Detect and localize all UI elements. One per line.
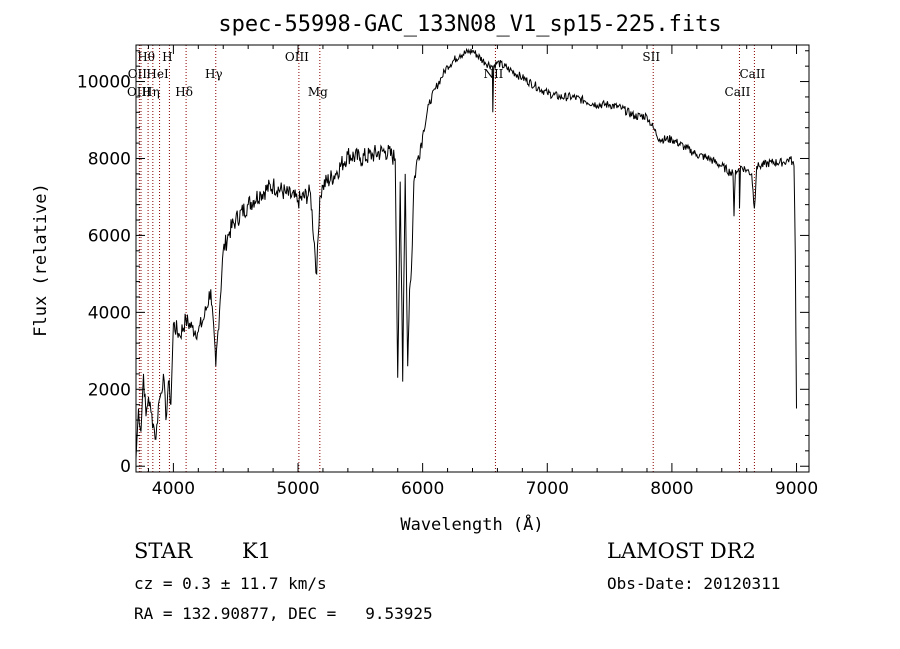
x-tick-label-1: 5000 (276, 479, 319, 499)
axis-ticks: 4000 5000 6000 7000 8000 9000 0 2000 4000 6000 800… (77, 45, 818, 499)
x-tick-label-5: 9000 (775, 479, 818, 499)
line-label-11: SII (642, 50, 660, 64)
plot-frame (135, 44, 810, 473)
y-axis-label: Flux (relative) (31, 183, 51, 337)
y-tick-label-2: 4000 (88, 303, 131, 323)
line-label-4: HeI (146, 67, 169, 81)
x-tick-label-3: 7000 (526, 479, 569, 499)
line-label-12: CaII (725, 85, 751, 99)
line-label-13: CaII (739, 67, 765, 81)
line-label-8: OIII (285, 50, 309, 64)
x-tick-label-0: 4000 (152, 479, 195, 499)
y-tick-label-3: 6000 (88, 226, 131, 246)
line-label-6: Hγ (205, 67, 223, 81)
line-label-9: Mg (308, 85, 328, 99)
object-class: STAR (134, 539, 193, 563)
chart-title: spec-55998-GAC_133N08_V1_sp15-225.fits (218, 12, 721, 37)
x-axis-label: Wavelength (Å) (400, 513, 543, 535)
spectrum-series (135, 47, 797, 459)
object-subclass: K1 (242, 539, 272, 563)
line-label-7: Hδ (175, 85, 193, 99)
y-tick-label-0: 0 (120, 457, 131, 477)
line-label-1: OII (128, 67, 148, 81)
line-label-0: Hθ (137, 50, 155, 64)
observation-date: Obs-Date: 20120311 (607, 574, 781, 593)
y-tick-label-5: 10000 (77, 73, 131, 93)
y-tick-label-1: 2000 (88, 380, 131, 400)
y-tick-label-4: 8000 (88, 149, 131, 169)
line-label-2: OIII (127, 85, 151, 99)
x-tick-label-4: 8000 (650, 479, 693, 499)
survey-name: LAMOST DR2 (607, 539, 756, 563)
spectrum-line-0 (135, 47, 797, 459)
coordinates-readout: RA = 132.90877, DEC = 9.53925 (134, 604, 433, 623)
line-label-5: Hη (142, 85, 160, 99)
redshift-readout: cz = 0.3 ± 11.7 km/s (134, 574, 327, 593)
x-tick-label-2: 6000 (401, 479, 444, 499)
line-label-3: H (162, 50, 172, 64)
